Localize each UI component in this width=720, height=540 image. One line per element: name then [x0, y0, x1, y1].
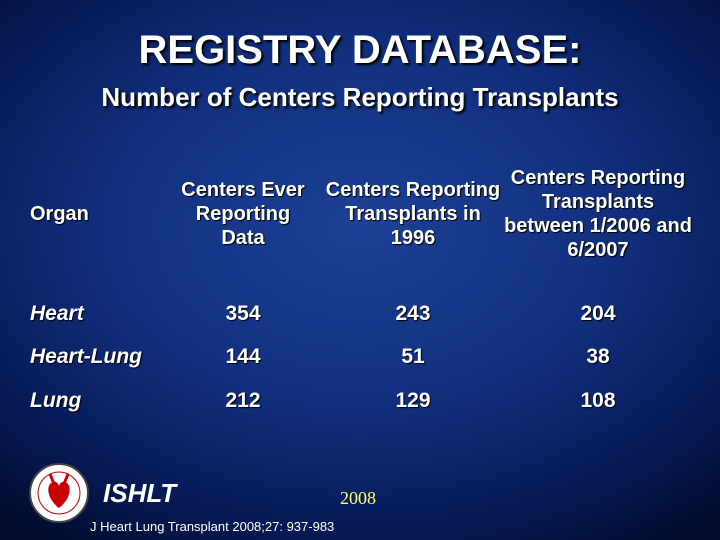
- column-header: Organ: [30, 203, 89, 225]
- cell-value: 243: [395, 302, 431, 325]
- logo: [29, 463, 89, 523]
- cell-value: 129: [395, 389, 431, 412]
- column-header: Centers Reporting Transplants between 1/…: [504, 167, 692, 261]
- cell-value: 108: [580, 389, 616, 412]
- cell-value: 204: [580, 302, 616, 325]
- citation: J Heart Lung Transplant 2008;27: 937-983: [90, 519, 335, 534]
- year: 2008: [340, 488, 376, 508]
- cell-value: 38: [586, 345, 610, 368]
- column-header: Centers Ever Reporting Data: [181, 179, 305, 249]
- title: REGISTRY DATABASE:: [138, 28, 582, 72]
- cell-value: 51: [401, 345, 425, 368]
- subtitle: Number of Centers Reporting Transplants: [101, 82, 619, 112]
- row-label: Heart: [30, 302, 84, 325]
- logo-text: ISHLT: [103, 478, 177, 508]
- cell-value: 144: [225, 345, 261, 368]
- cell-value: 354: [225, 302, 261, 325]
- row-label: Lung: [30, 389, 82, 412]
- row-label: Heart-Lung: [30, 345, 142, 368]
- cell-value: 212: [225, 389, 261, 412]
- column-header: Centers Reporting Transplants in 1996: [325, 179, 501, 249]
